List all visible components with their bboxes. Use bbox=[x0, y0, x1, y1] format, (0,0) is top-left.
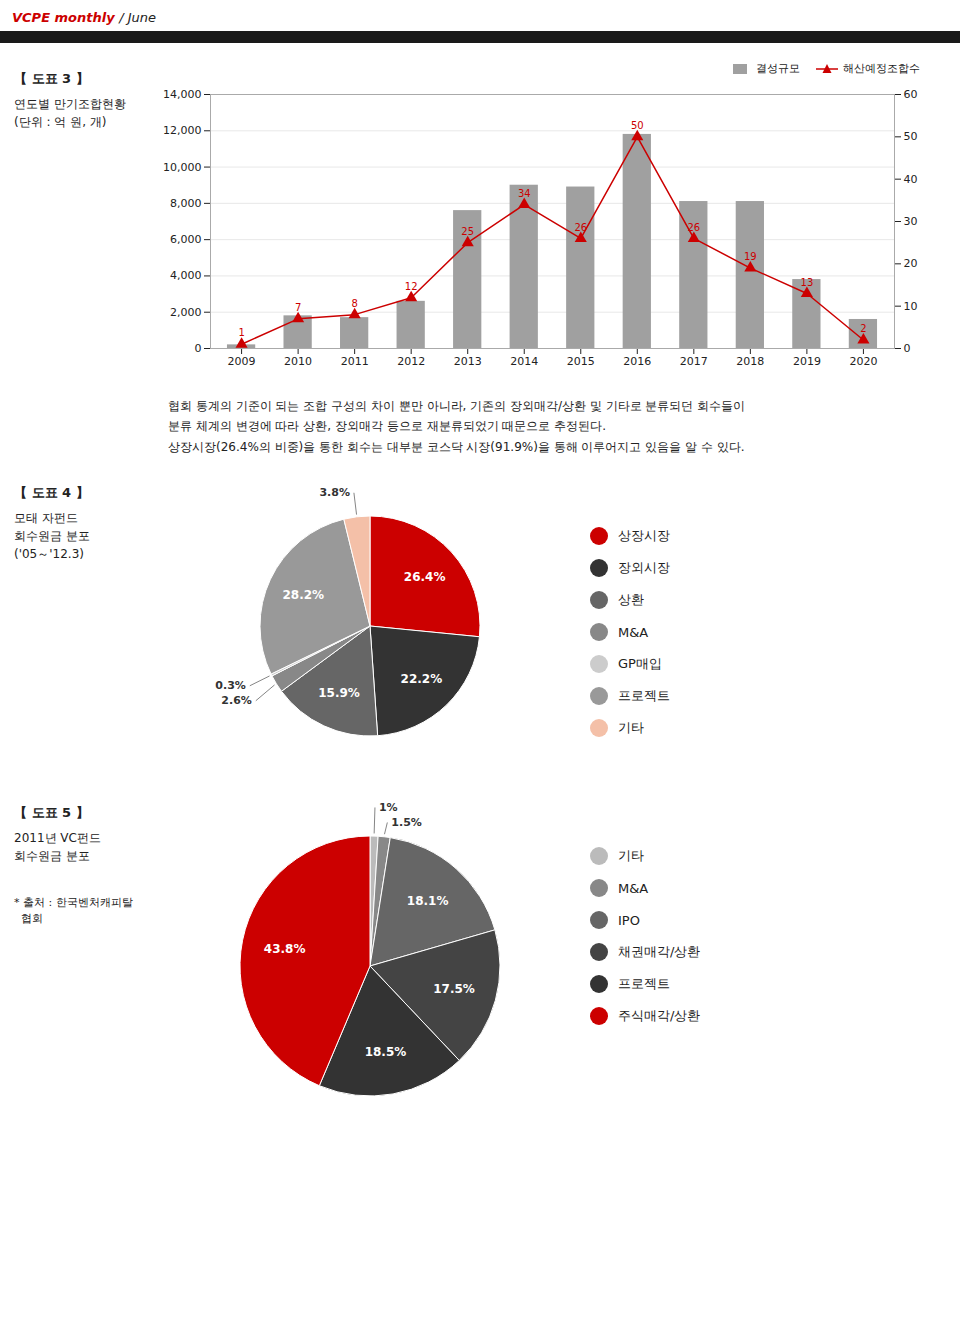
svg-text:2010: 2010 bbox=[284, 355, 312, 368]
html-text:VCPE monthly / June: VCPE monthly / June bbox=[12, 10, 156, 25]
html-text:분류 체계의 변경에 따라 상환, 장외매각 등으로 재분류: 분류 체계의 변경에 따라 상환, 장외매각 등으로 재분류되었기 때문으로 추… bbox=[168, 419, 606, 434]
svg-text:1.5%: 1.5% bbox=[391, 816, 422, 829]
svg-text:2016: 2016 bbox=[623, 355, 651, 368]
svg-text:34: 34 bbox=[518, 188, 531, 199]
svg-text:3.8%: 3.8% bbox=[319, 486, 350, 499]
svg-text:10: 10 bbox=[904, 300, 918, 313]
html-text:상환: 상환 bbox=[618, 592, 644, 608]
svg-text:2018: 2018 bbox=[736, 355, 764, 368]
svg-text:2,000: 2,000 bbox=[170, 306, 202, 319]
svg-text:2013: 2013 bbox=[454, 355, 482, 368]
svg-text:0: 0 bbox=[195, 342, 202, 355]
html-text:프로젝트: 프로젝트 bbox=[618, 688, 670, 704]
html-text:회수원금 분포: 회수원금 분포 bbox=[14, 528, 90, 543]
svg-text:2: 2 bbox=[860, 323, 866, 334]
svg-text:0.3%: 0.3% bbox=[215, 679, 246, 692]
html-text:GP매입: GP매입 bbox=[618, 656, 662, 672]
svg-text:50: 50 bbox=[631, 120, 644, 131]
svg-text:30: 30 bbox=[904, 215, 918, 228]
svg-text:19: 19 bbox=[744, 251, 757, 262]
svg-text:25: 25 bbox=[461, 226, 474, 237]
svg-text:0: 0 bbox=[904, 342, 911, 355]
svg-text:4,000: 4,000 bbox=[170, 269, 202, 282]
svg-text:2015: 2015 bbox=[567, 355, 595, 368]
svg-text:8,000: 8,000 bbox=[170, 197, 202, 210]
html-text:채권매각/상환: 채권매각/상환 bbox=[618, 944, 701, 960]
svg-text:1: 1 bbox=[238, 327, 244, 338]
svg-text:2014: 2014 bbox=[510, 355, 538, 368]
svg-text:2009: 2009 bbox=[228, 355, 256, 368]
html-text:상장시장: 상장시장 bbox=[618, 528, 670, 544]
html-text:결성규모: 결성규모 bbox=[756, 62, 800, 75]
html-text:장외시장: 장외시장 bbox=[618, 560, 670, 576]
html-text:모태 자펀드: 모태 자펀드 bbox=[14, 510, 78, 525]
svg-text:13: 13 bbox=[801, 277, 814, 288]
svg-text:2012: 2012 bbox=[397, 355, 425, 368]
html-text:주식매각/상환: 주식매각/상환 bbox=[618, 1008, 701, 1024]
html-text:상장시장(26.4%의 비중)을 통한 회수는 대부분 코스: 상장시장(26.4%의 비중)을 통한 회수는 대부분 코스닥 시장(91.9%… bbox=[168, 439, 745, 454]
svg-text:28.2%: 28.2% bbox=[282, 588, 324, 602]
html-text:IPO: IPO bbox=[618, 912, 640, 928]
svg-text:8: 8 bbox=[351, 298, 357, 309]
html-text:('05～'12.3): ('05～'12.3) bbox=[14, 546, 84, 561]
html-text:연도별 만기조합현황: 연도별 만기조합현황 bbox=[14, 96, 126, 111]
svg-text:26: 26 bbox=[687, 222, 700, 233]
svg-text:6,000: 6,000 bbox=[170, 233, 202, 246]
svg-text:43.8%: 43.8% bbox=[264, 942, 306, 956]
html-text:회수원금 분포: 회수원금 분포 bbox=[14, 848, 90, 863]
html-text:M&A: M&A bbox=[618, 880, 649, 896]
svg-text:50: 50 bbox=[904, 130, 918, 143]
html-text:2011년 VC펀드: 2011년 VC펀드 bbox=[14, 830, 101, 845]
html-text:기타: 기타 bbox=[618, 848, 644, 864]
html-text:협회 통계의 기준이 되는 조합 구성의 차이 뿐만 아니라: 협회 통계의 기준이 되는 조합 구성의 차이 뿐만 아니라, 기존의 장외매각… bbox=[168, 399, 746, 413]
svg-text:2011: 2011 bbox=[341, 355, 369, 368]
svg-text:2020: 2020 bbox=[849, 355, 877, 368]
svg-text:12: 12 bbox=[405, 281, 418, 292]
svg-text:10,000: 10,000 bbox=[163, 161, 202, 174]
html-text:(단위 : 억 원, 개): (단위 : 억 원, 개) bbox=[14, 114, 107, 129]
svg-text:1%: 1% bbox=[379, 801, 398, 814]
svg-text:14,000: 14,000 bbox=[163, 88, 202, 101]
svg-text:15.9%: 15.9% bbox=[318, 686, 360, 700]
html-text:프로젝트: 프로젝트 bbox=[618, 976, 670, 992]
svg-text:2.6%: 2.6% bbox=[221, 694, 252, 707]
html-text:기타: 기타 bbox=[618, 720, 644, 736]
svg-text:7: 7 bbox=[295, 302, 301, 313]
html-text:【 도표 3 】: 【 도표 3 】 bbox=[14, 71, 89, 86]
svg-text:26.4%: 26.4% bbox=[404, 570, 446, 584]
svg-text:18.1%: 18.1% bbox=[407, 894, 449, 908]
svg-text:12,000: 12,000 bbox=[163, 124, 202, 137]
html-text:* 출처 : 한국벤처캐피탈: * 출처 : 한국벤처캐피탈 bbox=[14, 895, 133, 909]
html-text:해산예정조합수: 해산예정조합수 bbox=[843, 62, 920, 75]
svg-text:18.5%: 18.5% bbox=[365, 1045, 407, 1059]
html-text:M&A: M&A bbox=[618, 624, 649, 640]
svg-text:20: 20 bbox=[904, 257, 918, 270]
svg-text:22.2%: 22.2% bbox=[401, 672, 443, 686]
svg-text:26: 26 bbox=[574, 222, 587, 233]
svg-text:2019: 2019 bbox=[793, 355, 821, 368]
svg-text:40: 40 bbox=[904, 173, 918, 186]
svg-text:2017: 2017 bbox=[680, 355, 708, 368]
html-text:협회: 협회 bbox=[14, 912, 43, 926]
svg-text:60: 60 bbox=[904, 88, 918, 101]
svg-text:17.5%: 17.5% bbox=[433, 982, 475, 996]
html-text:【 도표 5 】: 【 도표 5 】 bbox=[14, 805, 89, 821]
html-text:【 도표 4 】: 【 도표 4 】 bbox=[14, 485, 89, 501]
